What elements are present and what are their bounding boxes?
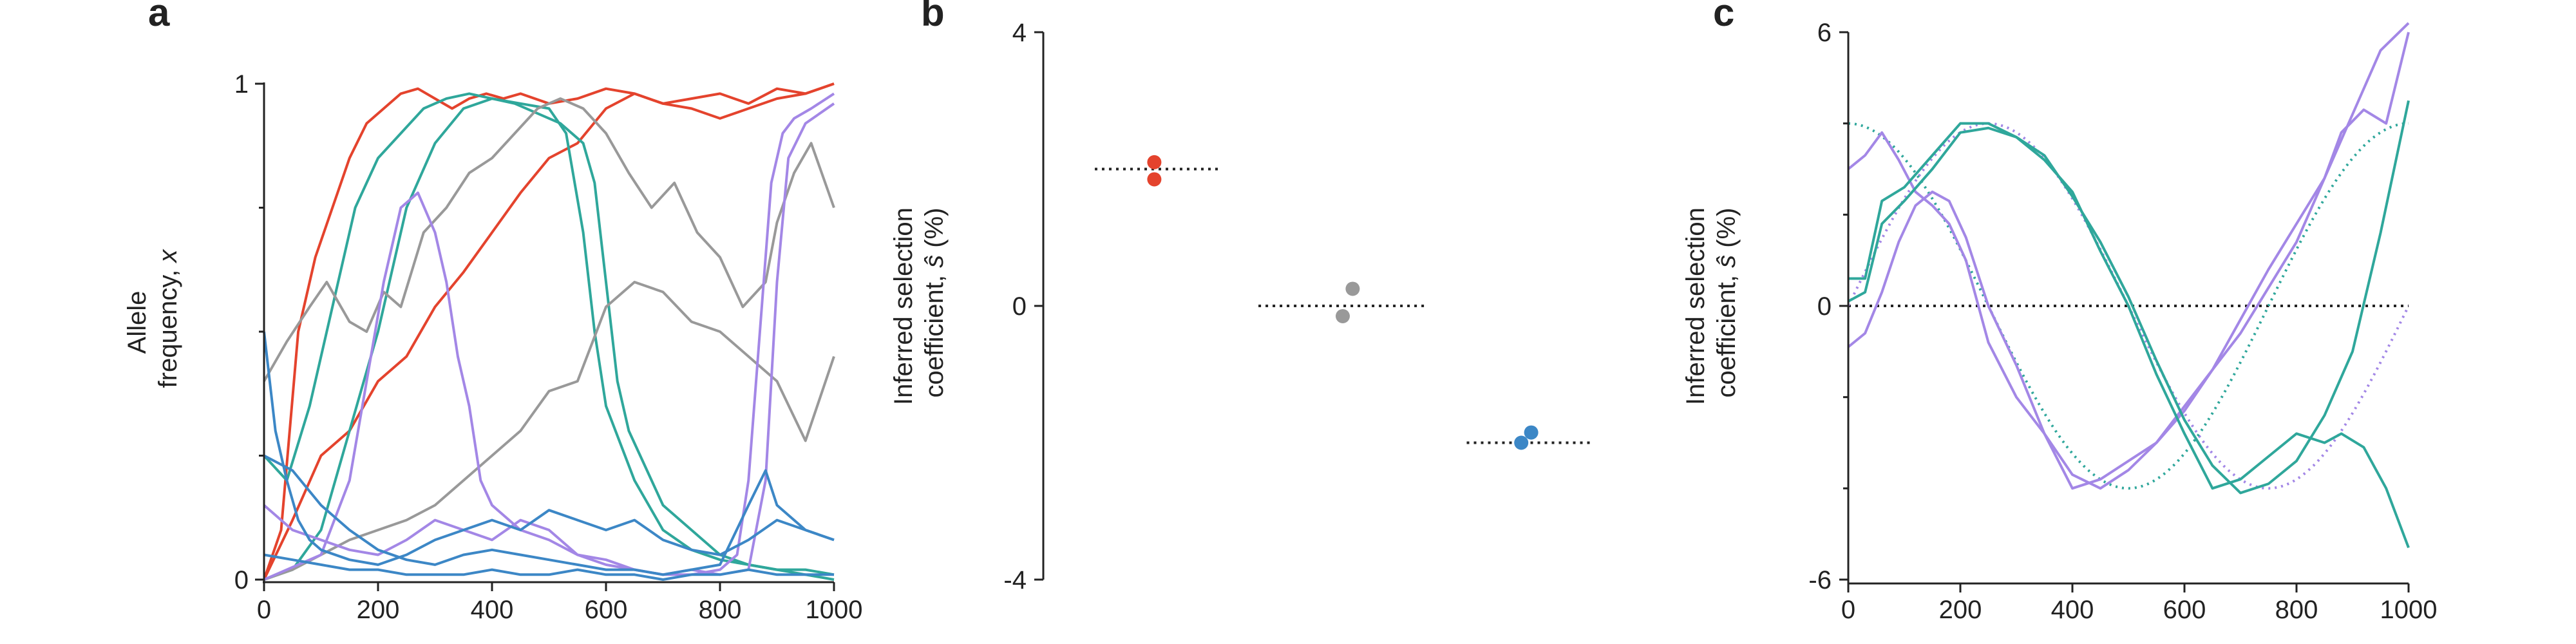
x-tick-label: 600	[2163, 596, 2206, 624]
series-line	[263, 97, 835, 382]
x-tick-label: 200	[1939, 596, 1982, 624]
x-tick-label: 0	[257, 596, 271, 624]
y-tick-label: 4	[1012, 19, 1027, 47]
panel-c-lines	[1847, 22, 2410, 549]
data-point	[1147, 172, 1162, 187]
panel-a-lines	[263, 82, 835, 581]
y-tick-label: 0	[234, 566, 249, 594]
data-point	[1345, 281, 1360, 296]
series-line	[263, 553, 834, 581]
x-tick-label: 1000	[2380, 596, 2438, 624]
data-point	[1147, 155, 1162, 169]
panel-b-letter: b	[921, 0, 945, 34]
x-tick-label: 1000	[806, 596, 863, 624]
series-line	[263, 102, 835, 576]
data-point	[1524, 425, 1539, 440]
x-tick-label: 400	[2051, 596, 2094, 624]
x-tick-label: 800	[699, 596, 742, 624]
inferred-series-line	[1848, 122, 2410, 549]
panel-a-ylabel: Allele frequency, x	[123, 249, 182, 388]
panel-c-ylabel: Inferred selection coefficient, ŝ (%)	[1681, 200, 1741, 405]
series-line	[263, 331, 835, 566]
panel-b: b -4 0 4 Inferred selection coefficient, ŝ…	[889, 0, 1591, 594]
panel-a: a 0 1 0 200 400 600 800 1000 Allele frequency, …	[123, 0, 862, 624]
inferred-series-line	[1847, 32, 2410, 490]
panel-b-ylabel: Inferred selection coefficient, ŝ (%)	[889, 200, 949, 405]
y-tick-label: 0	[1012, 292, 1027, 321]
inferred-series-line	[1847, 22, 2410, 490]
panel-c-letter: c	[1713, 0, 1734, 34]
series-line	[263, 82, 835, 580]
inferred-series-line	[1848, 100, 2410, 495]
panel-a-letter: a	[148, 0, 170, 34]
data-point	[1336, 308, 1350, 323]
data-point	[1514, 435, 1529, 450]
y-tick-label: 0	[1817, 292, 1832, 321]
x-tick-label: 400	[471, 596, 514, 624]
series-line	[263, 92, 835, 581]
y-tick-label: -4	[1003, 566, 1027, 594]
x-tick-label: 600	[585, 596, 628, 624]
y-tick-label: 6	[1817, 19, 1832, 47]
x-tick-label: 200	[357, 596, 400, 624]
x-tick-label: 800	[2275, 596, 2318, 624]
series-line	[263, 82, 835, 580]
x-tick-label: 0	[1841, 596, 1855, 624]
panel-c: c -6 0 6 0 200 400 600 800 1000 Inferred selecti…	[1681, 0, 2437, 624]
panel-b-marks	[1095, 155, 1591, 450]
y-tick-label: -6	[1808, 566, 1832, 594]
series-line	[263, 454, 835, 576]
y-tick-label: 1	[234, 70, 249, 99]
